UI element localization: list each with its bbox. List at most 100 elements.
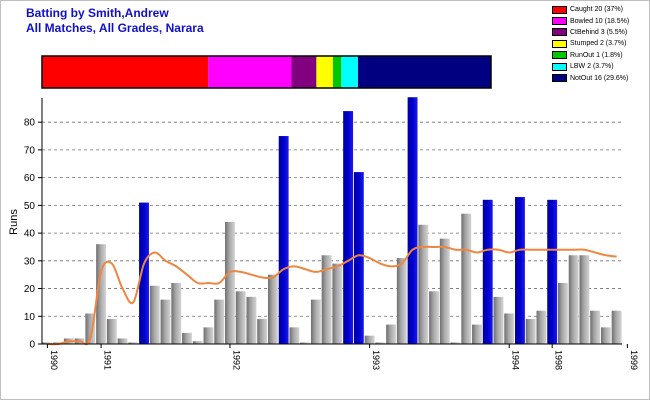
- y-tick-label: 20: [24, 284, 36, 295]
- legend-swatch: [552, 39, 567, 48]
- bar-innings: [85, 313, 96, 344]
- legend-item: Bowled 10 (18.5%): [552, 15, 629, 26]
- y-tick-label: 0: [29, 340, 35, 351]
- bar-innings: [375, 342, 386, 344]
- bar-innings: [321, 255, 332, 344]
- bar-innings: [310, 299, 321, 344]
- bar-innings: [235, 291, 246, 344]
- bar-innings: [439, 238, 450, 344]
- bar-innings: [149, 285, 160, 344]
- legend-item: Caught 20 (37%): [552, 4, 629, 15]
- legend-swatch: [552, 28, 567, 37]
- legend-swatch: [552, 17, 567, 26]
- bar-not-out: [139, 202, 149, 344]
- bar-innings: [160, 299, 171, 344]
- bar-innings: [590, 310, 601, 344]
- x-season-label: 1994: [511, 350, 521, 370]
- dismissal-segment: [316, 56, 334, 88]
- legend-swatch: [552, 51, 567, 60]
- bar-innings: [128, 342, 139, 344]
- y-tick-label: 50: [24, 201, 36, 212]
- x-season-label: 1990: [49, 350, 59, 370]
- bar-innings: [557, 283, 568, 344]
- bar-innings: [386, 324, 397, 344]
- bar-innings: [461, 213, 472, 344]
- legend-label: Bowled 10 (18.5%): [570, 17, 630, 25]
- x-season-label: 1992: [231, 350, 241, 370]
- legend-label: RunOut 1 (1.8%): [570, 51, 623, 59]
- bar-innings: [450, 342, 461, 344]
- y-tick-label: 10: [24, 312, 36, 323]
- bar-innings: [225, 222, 235, 344]
- dismissal-strip-border: [41, 55, 492, 89]
- bar-innings: [364, 335, 375, 344]
- legend-swatch: [552, 5, 567, 14]
- bar-not-out: [407, 97, 418, 345]
- legend-item: LBW 2 (3.7%): [552, 61, 629, 72]
- bar-innings: [504, 313, 515, 344]
- x-season-label: 1993: [371, 350, 381, 370]
- x-season-label: 1991: [103, 350, 113, 370]
- bar-innings: [300, 342, 311, 344]
- dismissal-segment: [357, 56, 491, 88]
- y-axis-label: Runs: [8, 209, 20, 235]
- bar-innings: [203, 327, 214, 344]
- bar-not-out: [547, 199, 558, 344]
- dismissal-segment: [341, 56, 358, 88]
- bar-innings: [332, 263, 343, 344]
- bar-innings: [472, 324, 482, 344]
- y-tick-label: 40: [24, 229, 36, 240]
- x-season-label: 1999: [629, 350, 639, 370]
- legend-label: CtBehind 3 (5.5%): [570, 28, 628, 36]
- chart-subtitle: All Matches, All Grades, Narara: [26, 21, 204, 35]
- bar-innings: [289, 327, 300, 344]
- bar-innings: [525, 319, 536, 344]
- bar-innings: [600, 327, 611, 344]
- y-tick-label: 70: [24, 145, 36, 156]
- legend-label: Stumped 2 (3.7%): [570, 40, 627, 48]
- bar-innings: [257, 319, 268, 344]
- dismissal-segment: [208, 56, 292, 88]
- dismissal-segment: [333, 56, 342, 88]
- dismissal-segment: [291, 56, 317, 88]
- bar-not-out: [353, 172, 364, 344]
- bar-innings: [536, 310, 547, 344]
- bar-innings: [493, 296, 504, 344]
- legend-item: CtBehind 3 (5.5%): [552, 27, 629, 38]
- legend-item: Stumped 2 (3.7%): [552, 38, 629, 49]
- bar-innings: [267, 274, 278, 344]
- legend-swatch: [552, 74, 567, 83]
- y-tick-label: 30: [24, 256, 36, 267]
- bar-innings: [182, 332, 192, 344]
- bar-innings: [429, 291, 439, 344]
- bar-innings: [611, 310, 622, 344]
- legend-item: NotOut 16 (29.6%): [552, 72, 629, 83]
- bar-innings: [106, 319, 117, 344]
- bar-innings: [418, 224, 429, 344]
- legend-swatch: [552, 62, 567, 71]
- bar-not-out: [482, 199, 493, 344]
- legend: Caught 20 (37%) Bowled 10 (18.5%) CtBehind…: [552, 4, 629, 84]
- x-season-label: 1998: [554, 350, 564, 370]
- bar-innings: [192, 341, 203, 344]
- chart-title: Batting by Smith,Andrew: [26, 6, 169, 20]
- bar-innings: [96, 244, 107, 344]
- bar-innings: [214, 299, 225, 344]
- bar-innings: [117, 338, 128, 344]
- y-tick-label: 80: [24, 118, 36, 129]
- average-line: [47, 245, 617, 346]
- legend-label: Caught 20 (37%): [570, 6, 623, 14]
- bar-not-out: [515, 197, 525, 344]
- bar-not-out: [278, 136, 289, 344]
- bar-innings: [396, 258, 407, 344]
- dismissal-segment: [42, 56, 209, 88]
- legend-label: LBW 2 (3.7%): [570, 63, 614, 71]
- bar-innings: [568, 255, 579, 344]
- bar-innings: [579, 255, 590, 344]
- legend-label: NotOut 16 (29.6%): [570, 74, 629, 82]
- bar-innings: [171, 283, 182, 344]
- bar-not-out: [343, 111, 354, 344]
- legend-item: RunOut 1 (1.8%): [552, 50, 629, 61]
- bar-innings: [246, 296, 257, 344]
